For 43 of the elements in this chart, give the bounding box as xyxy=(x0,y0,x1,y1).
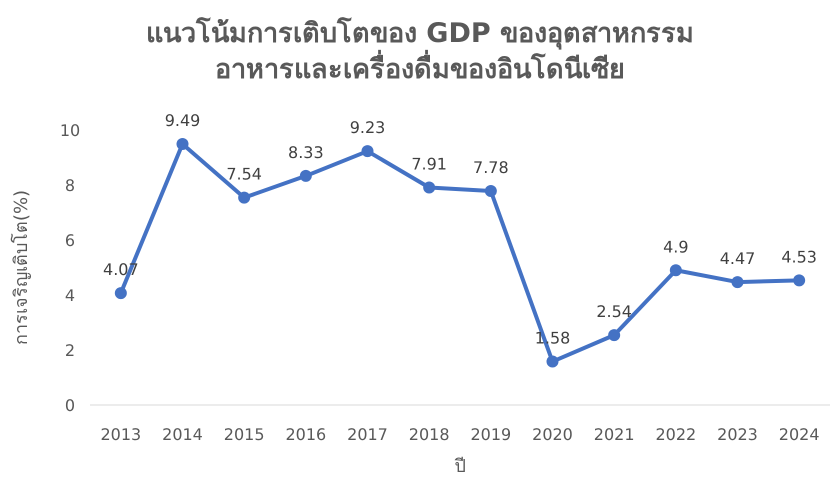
x-tick-label: 2013 xyxy=(100,425,142,444)
y-tick-label: 10 xyxy=(60,121,80,140)
x-tick-label: 2023 xyxy=(717,425,758,444)
y-tick-label: 2 xyxy=(64,341,76,360)
point xyxy=(732,276,744,288)
data-label: 8.33 xyxy=(288,142,324,162)
point xyxy=(484,185,497,198)
y-axis-title: การเจริญเติบโต(%) xyxy=(10,190,32,346)
point xyxy=(793,274,806,286)
y-tick-label: 8 xyxy=(64,176,76,195)
data-label: 9.49 xyxy=(164,111,200,130)
x-tick-label: 2014 xyxy=(162,425,203,444)
data-label: 7.78 xyxy=(473,158,509,178)
x-tick-label: 2019 xyxy=(470,425,512,444)
x-tick-label: 2018 xyxy=(408,425,450,444)
point xyxy=(670,264,682,276)
chart-title: แนวโน้มการเติบโตของ GDP ของอุตสาหกรรม อาหารและเครื่องดื่มของอินโดนีเซีย xyxy=(146,16,694,85)
y-tick-label: 4 xyxy=(64,286,76,305)
data-label: 9.23 xyxy=(350,118,386,138)
x-tick-label: 2022 xyxy=(655,425,696,444)
x-axis-title: ปี xyxy=(454,456,466,477)
point xyxy=(546,356,558,368)
x-tick-label: 2021 xyxy=(594,425,635,444)
x-tick-label: 2020 xyxy=(532,425,573,444)
point xyxy=(300,170,312,182)
point xyxy=(238,192,250,204)
data-label: 7.91 xyxy=(411,154,447,174)
x-tick-label: 2024 xyxy=(778,425,820,444)
x-tick-label: 2015 xyxy=(224,425,265,444)
y-tick-label: 0 xyxy=(64,396,76,415)
point xyxy=(362,145,374,158)
point xyxy=(176,138,188,150)
point xyxy=(423,181,436,194)
point xyxy=(114,287,127,300)
data-label: 4.9 xyxy=(663,237,689,256)
data-label: 4.53 xyxy=(781,247,817,266)
y-tick-label: 6 xyxy=(64,231,76,250)
data-label: 7.54 xyxy=(226,164,262,184)
data-label: 2.54 xyxy=(596,302,632,322)
data-label: 4.47 xyxy=(720,249,756,268)
x-tick-label: 2017 xyxy=(347,425,388,444)
x-tick-label: 2016 xyxy=(285,425,326,444)
point xyxy=(608,329,620,342)
